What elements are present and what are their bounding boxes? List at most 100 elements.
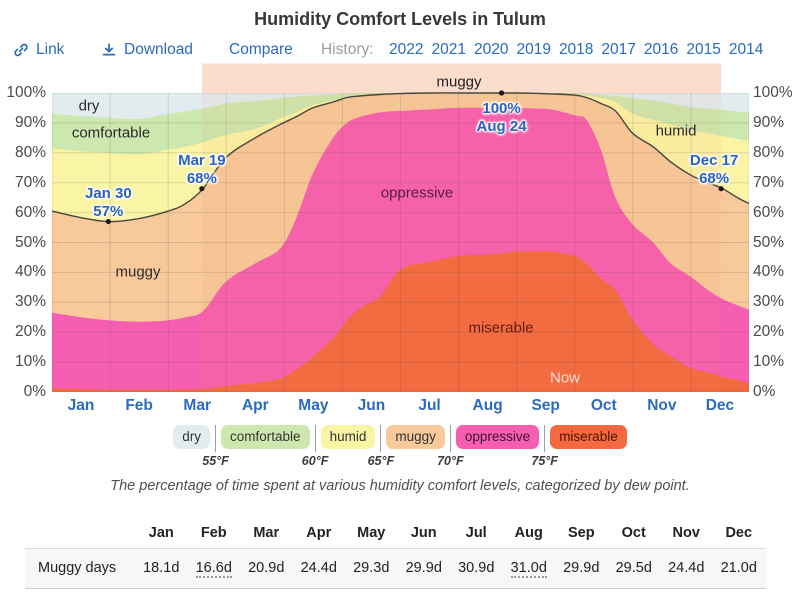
band-label-muggy: muggy — [436, 73, 482, 91]
legend-threshold-separator: 60°F — [302, 425, 328, 468]
annotation-mar19: Mar 19 68% — [178, 152, 226, 188]
table-value-nov: 24.4d — [660, 549, 713, 588]
y-tick-left-80: 80% — [14, 143, 46, 161]
legend-chip-humid[interactable]: humid — [320, 425, 376, 449]
table-header-oct: Oct — [621, 525, 646, 541]
min-value: 16.6d — [195, 560, 232, 578]
table-header-feb: Feb — [200, 525, 227, 541]
history-year-2014[interactable]: 2014 — [728, 41, 764, 58]
y-tick-left-50: 50% — [14, 233, 46, 251]
comfort-legend: dry 55°F comfortable 60°F humid 65°F muggy 70°F… — [0, 425, 800, 468]
table-value-mar: 20.9d — [240, 549, 293, 588]
max-value: 31.0d — [510, 560, 547, 578]
y-tick-right-50: 50% — [753, 233, 785, 251]
legend-threshold-separator: 70°F — [437, 425, 464, 468]
x-tick-aug: Aug — [472, 397, 503, 414]
annotation-aug24: 100% Aug 24 — [477, 100, 527, 136]
y-tick-left-20: 20% — [14, 323, 46, 341]
annotation-mar19-line1: Mar 19 — [178, 151, 226, 169]
y-tick-right-40: 40% — [753, 263, 785, 281]
table-value-jul: 30.9d — [450, 549, 503, 588]
table-header-nov: Nov — [672, 525, 700, 541]
legend-chip-dry[interactable]: dry — [173, 425, 211, 449]
band-label-oppressive: oppressive — [380, 184, 454, 202]
history-year-2022[interactable]: 2022 — [389, 41, 424, 58]
table-value-may: 29.3d — [345, 549, 398, 588]
band-label-dry: dry — [78, 97, 100, 115]
history-year-2015[interactable]: 2015 — [686, 41, 721, 58]
annotation-mar19-line2: 68% — [186, 169, 217, 187]
x-tick-jul: Jul — [418, 397, 441, 414]
history-year-2021[interactable]: 2021 — [431, 41, 466, 58]
value: 18.1d — [143, 560, 180, 576]
x-tick-apr: Apr — [241, 397, 269, 414]
table-header-dec: Dec — [725, 525, 753, 541]
y-tick-left-40: 40% — [14, 263, 46, 281]
legend-chip-comfortable[interactable]: comfortable — [221, 425, 310, 449]
humidity-stacked-area-chart[interactable] — [0, 63, 800, 404]
legend-threshold-temp: 55°F — [202, 454, 229, 468]
table-value-feb: 16.6d — [188, 549, 241, 588]
y-tick-right-100: 100% — [753, 84, 793, 101]
legend-threshold-temp: 65°F — [367, 454, 395, 468]
history-years: 2022 2021 2020 2019 2018 2017 2016 2015 2014 — [389, 39, 763, 61]
annotation-jan30-line1: Jan 30 — [84, 184, 132, 202]
y-tick-right-60: 60% — [753, 203, 785, 221]
x-tick-sep: Sep — [531, 397, 560, 414]
y-tick-left-30: 30% — [14, 293, 46, 311]
y-tick-right-70: 70% — [753, 173, 785, 191]
link-button[interactable]: Link — [36, 41, 65, 58]
toolbar: Link Download Compare History: 2022 2021 2… — [0, 39, 800, 63]
annotation-dec17-line1: Dec 17 — [689, 151, 739, 169]
value: 29.5d — [615, 560, 652, 576]
value: 20.9d — [248, 560, 285, 576]
legend-threshold-temp: 60°F — [301, 454, 329, 468]
band-label-muggy: muggy — [115, 263, 161, 281]
history-label: History: — [321, 41, 374, 58]
legend-threshold-separator: 75°F — [531, 425, 558, 468]
legend-chip-miserable[interactable]: miserable — [550, 425, 627, 449]
annotation-aug24-line2: Aug 24 — [476, 118, 527, 135]
annotation-aug24-line1: 100% — [482, 100, 521, 117]
table-value-oct: 29.5d — [608, 549, 661, 588]
legend-threshold-temp: 70°F — [437, 454, 464, 468]
table-value-sep: 29.9d — [555, 549, 608, 588]
y-tick-right-30: 30% — [753, 293, 785, 311]
value: 29.9d — [405, 560, 442, 576]
table-header-sep: Sep — [567, 525, 595, 541]
y-tick-right-80: 80% — [753, 143, 785, 161]
table-row-label: Muggy days — [38, 560, 117, 576]
table-header-spacer — [25, 518, 135, 548]
legend-chip-oppressive[interactable]: oppressive — [455, 425, 540, 449]
legend-threshold-separator: 55°F — [202, 425, 229, 468]
table-row: Muggy days 18.1d 16.6d 20.9d 24.4d 29.3d 29.9d… — [25, 548, 766, 589]
chart-caption: The percentage of time spent at various … — [110, 478, 690, 494]
compare-button[interactable]: Compare — [229, 41, 293, 58]
history-year-2017[interactable]: 2017 — [601, 41, 636, 58]
y-tick-left-100: 100% — [6, 84, 46, 101]
band-label-humid: humid — [655, 122, 697, 140]
y-tick-left-90: 90% — [14, 113, 46, 131]
value: 29.9d — [563, 560, 600, 576]
x-tick-may: May — [298, 397, 329, 414]
annotation-jan30-line2: 57% — [93, 202, 124, 220]
x-tick-jan: Jan — [67, 397, 95, 414]
table-header-jul: Jul — [465, 525, 487, 541]
table-header-jan: Jan — [148, 525, 174, 541]
history-year-2018[interactable]: 2018 — [558, 41, 594, 58]
history-year-2019[interactable]: 2019 — [516, 41, 551, 58]
x-tick-nov: Nov — [647, 397, 677, 414]
legend-threshold-temp: 75°F — [531, 454, 558, 468]
y-tick-right-90: 90% — [753, 113, 785, 131]
legend-chip-muggy[interactable]: muggy — [386, 425, 445, 449]
download-icon — [101, 42, 117, 58]
table-value-aug: 31.0d — [503, 549, 556, 588]
download-button[interactable]: Download — [124, 41, 193, 58]
table-value-dec: 21.0d — [713, 549, 766, 588]
band-label-miserable: miserable — [468, 319, 534, 337]
table-header-jun: Jun — [410, 525, 437, 541]
history-year-2016[interactable]: 2016 — [643, 41, 679, 58]
annotation-dec17: Dec 17 68% — [690, 152, 738, 188]
history-year-2020[interactable]: 2020 — [473, 41, 509, 58]
